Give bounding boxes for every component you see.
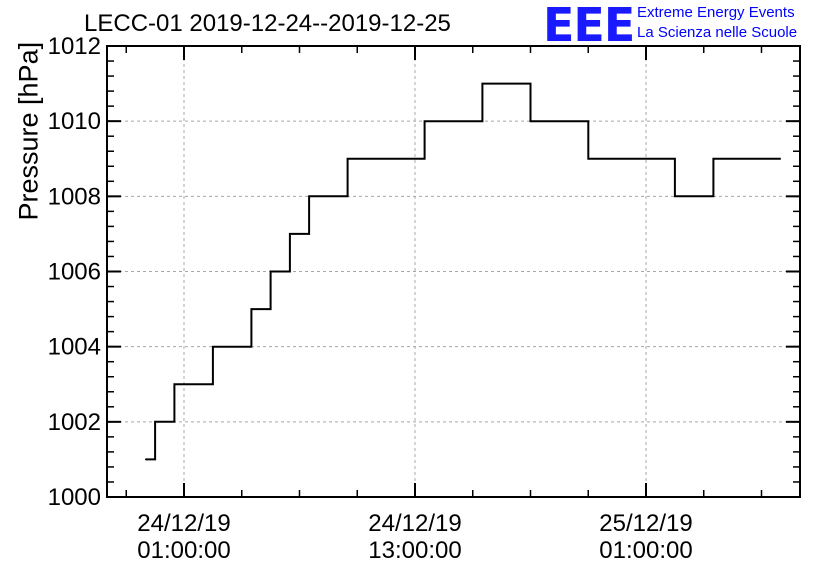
data-point [212,346,214,348]
data-point [674,195,676,197]
eee-logo: EEE [543,0,635,52]
data-point [712,158,714,160]
data-point [760,158,763,160]
data-point [144,458,147,461]
data-point [250,308,252,310]
data-point [173,383,175,385]
logo-line-2: La Scienza nelle Scuole [637,24,798,41]
tick-layer [107,45,800,498]
y-tick-label: 1010 [48,108,101,135]
y-tick-label: 1002 [48,409,101,436]
data-point [270,270,272,273]
data-point [289,233,291,235]
x-tick-label-date: 24/12/19 [137,510,230,537]
y-tick-label: 1008 [48,183,101,210]
chart-title: LECC-01 2019-12-24--2019-12-25 [84,10,451,37]
x-tick-label-time: 13:00:00 [368,537,461,564]
data-point [587,158,589,160]
y-tick-label: 1006 [48,259,101,286]
data-point [308,195,310,197]
logo-line-1: Extreme Energy Events [637,4,795,21]
x-tick-label-time: 01:00:00 [137,537,230,564]
y-tick-label: 1012 [48,33,101,60]
data-point [529,120,532,122]
label-layer: 100010021004100610081010101224/12/1901:0… [48,33,693,564]
series-layer [144,82,781,461]
x-tick-label-date: 25/12/19 [599,510,692,537]
y-axis-label: Pressure [hPa] [13,41,44,221]
y-tick-label: 1000 [48,484,101,511]
data-point [347,158,349,160]
data-point [154,421,156,423]
data-point [481,82,483,85]
x-tick-label-time: 01:00:00 [599,537,692,564]
data-point [424,120,426,122]
y-tick-label: 1004 [48,334,101,361]
x-tick-label-date: 24/12/19 [368,510,461,537]
grid-layer [107,46,800,497]
pressure-series-line [145,82,781,461]
